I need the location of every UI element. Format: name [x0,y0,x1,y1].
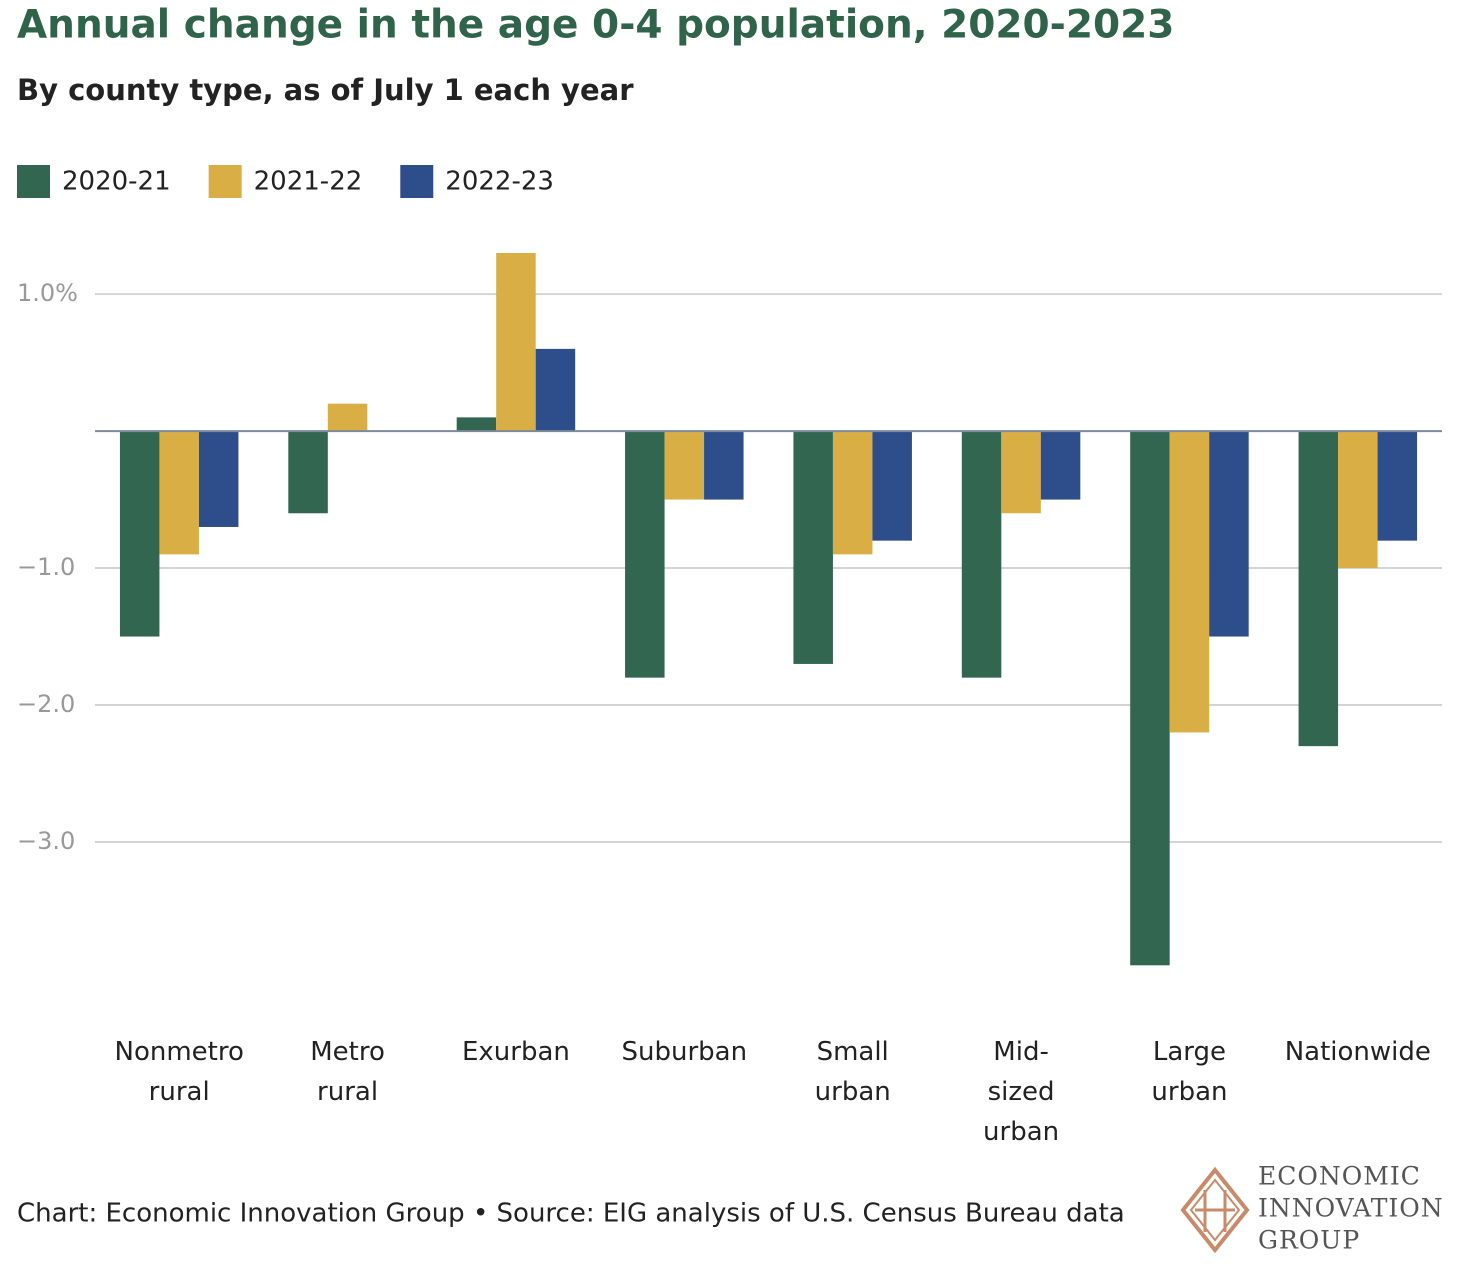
bar [1001,431,1041,514]
bar [625,431,665,678]
bar [704,431,744,500]
bar [1209,431,1249,637]
logo-text: GROUP [1258,1226,1360,1255]
bar [159,431,199,555]
bar [327,403,368,432]
bar [793,431,833,664]
legend-swatch [400,165,434,198]
chart-subtitle: By county type, as of July 1 each year [17,73,634,107]
bar [832,431,873,555]
legend-swatch [17,165,50,198]
y-tick-label: −1.0 [17,553,75,581]
bar [288,431,328,514]
chart-title: Annual change in the age 0-4 population,… [17,3,1174,48]
bar [1169,431,1210,733]
bar [1040,431,1081,500]
y-tick-label: −3.0 [17,827,75,855]
bar [119,431,160,637]
footer: Chart: Economic Innovation Group • Sourc… [17,1199,1125,1229]
x-tick-label: Small urban [814,1037,891,1107]
x-tick-label: Mid-sized urban [983,1037,1060,1147]
legend-label: 2022-23 [445,167,554,197]
bar [496,253,536,432]
logo-text: INNOVATION [1258,1194,1444,1223]
bar [1377,431,1418,541]
bar [872,431,912,541]
x-tick-label: Metro rural [310,1037,385,1107]
bar [1130,431,1170,966]
bar [456,417,497,432]
logo-mark [1180,1166,1250,1254]
legend-label: 2021-22 [254,167,363,197]
x-tick-label: Exurban [461,1037,570,1067]
bar [535,348,576,432]
y-tick-label: −2.0 [17,690,75,718]
bar [664,431,705,500]
legend-swatch [208,165,242,198]
x-tick-label: Nationwide [1284,1037,1431,1067]
bar [961,431,1002,678]
bar [1298,431,1339,747]
y-tick-label: 1.0% [17,279,78,307]
legend-label: 2020-21 [62,167,171,197]
x-tick-label: Suburban [621,1037,748,1067]
x-tick-label: Large urban [1151,1037,1228,1107]
bar [1338,431,1378,569]
x-tick-label: Nonmetro rural [114,1037,244,1107]
bar [198,431,239,527]
logo-text: ECONOMIC [1258,1162,1421,1191]
